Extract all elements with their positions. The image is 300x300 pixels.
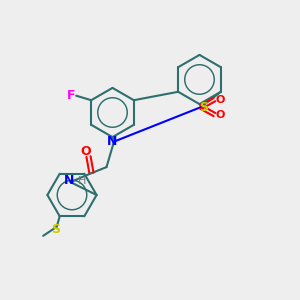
- Text: F: F: [67, 89, 75, 102]
- Text: H: H: [78, 176, 87, 186]
- Text: O: O: [80, 145, 91, 158]
- Text: S: S: [51, 223, 60, 236]
- Text: N: N: [107, 135, 118, 148]
- Text: N: N: [64, 174, 74, 187]
- Text: S: S: [200, 100, 208, 114]
- Text: O: O: [215, 94, 225, 105]
- Text: O: O: [215, 110, 225, 120]
